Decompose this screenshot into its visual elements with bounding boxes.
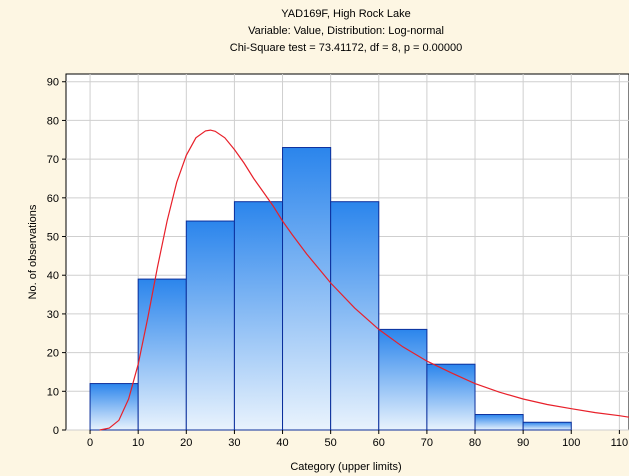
x-tick-label: 80: [469, 437, 481, 449]
y-tick-label: 40: [47, 270, 59, 282]
histogram-bar: [378, 328, 428, 431]
y-tick-label: 10: [47, 386, 59, 398]
x-tick-label: 40: [276, 437, 288, 449]
x-tick-label: 90: [517, 437, 529, 449]
histogram-bar: [185, 220, 235, 431]
log-normal-fit-curve: [99, 129, 629, 431]
y-tick-label: 90: [47, 77, 59, 89]
x-tick-label: 50: [325, 437, 337, 449]
y-tick-label: 30: [47, 309, 59, 321]
chart-title-line-2: Variable: Value, Distribution: Log-norma…: [248, 25, 444, 37]
histogram-bar: [282, 147, 332, 431]
x-tick-label: 20: [180, 437, 192, 449]
y-tick-label: 0: [53, 425, 59, 437]
x-tick-label: 100: [562, 437, 580, 449]
y-tick-label: 20: [47, 348, 59, 360]
y-tick-label: 70: [47, 154, 59, 166]
x-tick-label: 70: [421, 437, 433, 449]
y-tick-label: 80: [47, 115, 59, 127]
x-tick-label: 110: [611, 437, 629, 449]
axis-ticks: 0 10 20 30 40 50 60 70 80 90 100 110 0 10 20 30 40 50 60 70…: [47, 77, 628, 449]
x-tick-label: 10: [132, 437, 144, 449]
x-tick-label: 60: [373, 437, 385, 449]
x-tick-label: 0: [87, 437, 93, 449]
x-axis-label: Category (upper limits): [290, 461, 401, 473]
histogram-bar: [426, 363, 476, 431]
histogram-bar: [330, 201, 380, 431]
histogram-bar: [137, 278, 187, 431]
y-tick-label: 60: [47, 193, 59, 205]
y-axis-label: No. of observations: [27, 204, 39, 299]
histogram-bar: [474, 414, 524, 431]
chart-title-line-3: Chi-Square test = 73.41172, df = 8, p = …: [230, 42, 463, 54]
y-tick-label: 50: [47, 232, 59, 244]
histogram-bar: [233, 201, 284, 431]
chart-title-line-1: YAD169F, High Rock Lake: [281, 8, 410, 20]
histogram-bars: [89, 147, 572, 431]
x-tick-label: 30: [228, 437, 240, 449]
histogram-bar: [522, 421, 572, 431]
